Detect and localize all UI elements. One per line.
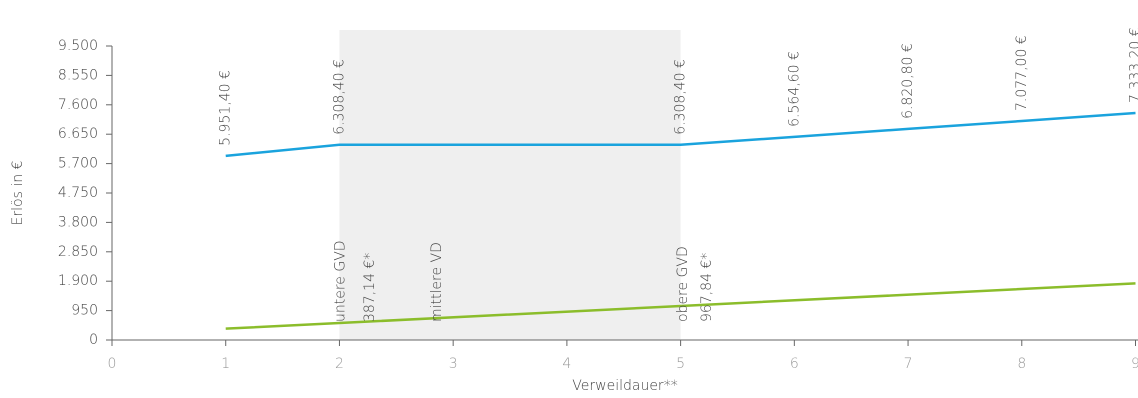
x-tick-label: 2	[335, 356, 344, 372]
y-tick-label: 8.550	[58, 67, 98, 83]
data-label: 7.077,00 €	[1014, 35, 1030, 111]
y-tick-label: 5.700	[58, 156, 98, 172]
y-tick-label: 950	[71, 303, 98, 319]
line	[225, 282, 1136, 330]
x-tick-label: 6	[790, 356, 799, 372]
x-axis-label: Verweildauer**	[572, 378, 677, 394]
x-tick-label: 0	[108, 356, 117, 372]
data-label: 6.308,40 €	[673, 59, 689, 135]
y-tick-label: 7.600	[58, 97, 98, 113]
x-tick-label: 3	[449, 356, 458, 372]
data-label: 5.951,40 €	[218, 70, 234, 146]
annotation: 387,14 €*	[362, 253, 378, 322]
y-tick-label: 1.900	[58, 273, 98, 289]
annotation: 967,84 €*	[699, 253, 715, 322]
annotation: untere GVD	[333, 240, 349, 322]
y-tick-label: 0	[89, 332, 98, 348]
x-tick-label: 9	[1131, 356, 1138, 372]
data-label: 6.564,60 €	[786, 51, 802, 127]
y-axis-label: Erlös in €	[10, 160, 26, 225]
y-tick-label: 2.850	[58, 244, 98, 260]
annotation: mittlere VD	[429, 242, 445, 322]
data-label: 7.333,20 €	[1128, 27, 1138, 103]
annotation: obere GVD	[675, 246, 691, 322]
x-tick-label: 7	[904, 356, 913, 372]
x-tick-label: 4	[562, 356, 571, 372]
x-tick-label: 8	[1017, 356, 1026, 372]
data-label: 6.820,80 €	[900, 43, 916, 119]
y-tick-label: 4.750	[58, 185, 98, 201]
y-tick-label: 9.500	[58, 38, 98, 54]
x-tick-label: 5	[676, 356, 685, 372]
y-tick-label: 3.800	[58, 214, 98, 230]
y-tick-label: 6.650	[58, 126, 98, 142]
line	[225, 111, 1136, 158]
data-label: 6.308,40 €	[331, 59, 347, 135]
band	[339, 30, 681, 340]
x-tick-label: 1	[221, 356, 230, 372]
